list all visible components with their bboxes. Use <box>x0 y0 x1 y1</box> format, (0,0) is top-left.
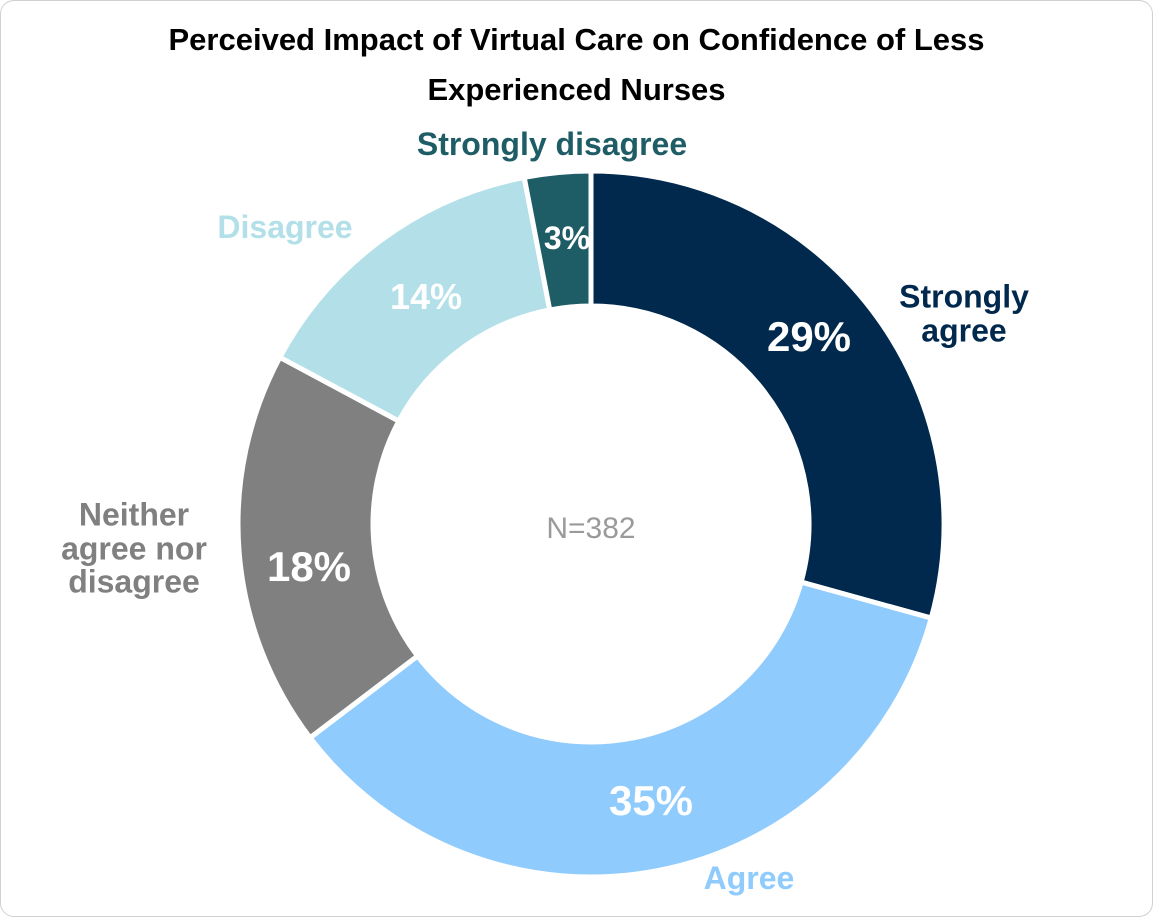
center-annotation: N=382 <box>546 512 636 545</box>
category-label: Neither agree nor disagree <box>61 496 207 600</box>
value-label: 3% <box>543 220 591 257</box>
category-label: Disagree <box>217 209 353 246</box>
category-label: Strongly disagree <box>416 126 688 163</box>
value-label: 35% <box>608 776 694 824</box>
category-label: Strongly agree <box>899 278 1029 348</box>
chart-title: Perceived Impact of Virtual Care on Conf… <box>168 22 985 107</box>
slice <box>306 579 935 880</box>
value-label: 18% <box>266 542 352 590</box>
value-label: 29% <box>766 312 852 360</box>
slice <box>235 353 422 742</box>
slice <box>276 174 553 425</box>
slice <box>588 168 947 622</box>
category-label: Agree <box>703 860 795 897</box>
slice <box>521 168 594 313</box>
value-label: 14% <box>389 276 463 318</box>
